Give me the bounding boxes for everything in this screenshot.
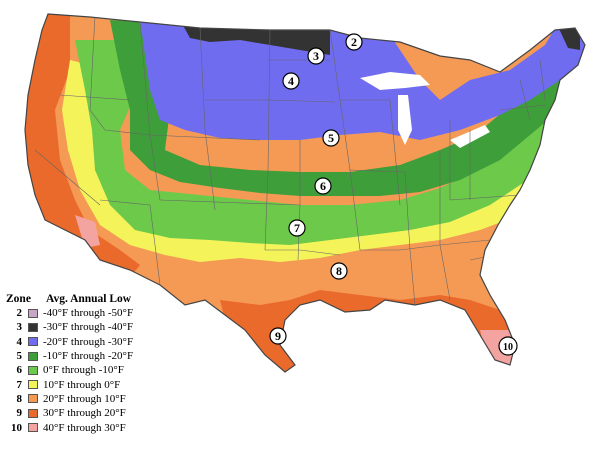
legend-temperature-range: -10°F through -20°F — [43, 350, 134, 363]
zone-labels: 2 3 4 5 6 7 8 9 10 — [269, 33, 518, 356]
svg-text:7: 7 — [294, 221, 300, 235]
legend-color-swatch — [28, 423, 38, 433]
svg-text:8: 8 — [336, 264, 342, 278]
legend-row-zone-8: 8 20°F through 10°F — [6, 392, 133, 406]
map-label-zone-6: 6 — [314, 177, 332, 195]
map-label-zone-4: 4 — [282, 72, 300, 90]
map-label-zone-5: 5 — [322, 129, 340, 147]
legend-zone-number: 8 — [16, 392, 23, 405]
legend-low-header: Avg. Annual Low — [46, 293, 132, 305]
svg-text:3: 3 — [313, 49, 319, 63]
legend-temperature-range: 10°F through 0°F — [43, 378, 121, 391]
legend-temperature-range: -30°F through -40°F — [43, 321, 134, 334]
legend-temperature-range: -20°F through -30°F — [43, 335, 134, 348]
legend-header: Zone Avg. Annual Low — [6, 293, 133, 305]
lake-michigan — [398, 95, 412, 145]
zone-5-fill — [110, 20, 585, 196]
map-label-zone-8: 8 — [330, 262, 348, 280]
legend-row-zone-10: 10 40°F through 30°F — [6, 420, 133, 434]
legend-color-swatch — [28, 380, 38, 390]
zone-legend: Zone Avg. Annual Low 2 -40°F through -50°… — [6, 293, 133, 435]
legend-zone-number: 7 — [16, 378, 23, 391]
map-label-zone-2: 2 — [345, 33, 363, 51]
svg-text:10: 10 — [503, 342, 513, 353]
legend-zone-header: Zone — [6, 293, 31, 305]
legend-zone-number: 10 — [11, 421, 22, 434]
legend-zone-number: 5 — [16, 350, 23, 363]
legend-color-swatch — [28, 308, 38, 318]
legend-color-swatch — [28, 408, 38, 418]
svg-text:6: 6 — [320, 179, 326, 193]
legend-zone-number: 6 — [16, 364, 23, 377]
legend-row-zone-5: 5 -10°F through -20°F — [6, 349, 134, 363]
legend-color-swatch — [28, 365, 38, 375]
legend-row-zone-3: 3 -30°F through -40°F — [6, 320, 134, 334]
state-borders — [34, 14, 546, 306]
legend-rows: 2 -40°F through -50°F 3 -30°F through -40°F… — [6, 306, 133, 435]
map-label-zone-10: 10 — [498, 336, 518, 356]
legend-color-swatch — [28, 394, 38, 404]
legend-temperature-range: -40°F through -50°F — [43, 307, 134, 320]
legend-color-swatch — [28, 322, 38, 332]
legend-row-zone-6: 6 0°F through -10°F — [6, 363, 133, 377]
lake-superior — [360, 72, 430, 90]
legend-color-swatch — [28, 337, 38, 347]
legend-zone-number: 3 — [16, 321, 23, 334]
map-label-zone-9: 9 — [269, 327, 287, 345]
legend-temperature-range: 0°F through -10°F — [43, 364, 124, 377]
legend-row-zone-7: 7 10°F through 0°F — [6, 377, 133, 391]
legend-color-swatch — [28, 351, 38, 361]
svg-text:5: 5 — [328, 131, 334, 145]
legend-temperature-range: 40°F through 30°F — [43, 421, 126, 434]
us-outline — [24, 13, 586, 373]
zone-10-ca-fill — [75, 215, 100, 248]
legend-temperature-range: 30°F through 20°F — [43, 407, 126, 420]
legend-zone-number: 4 — [16, 335, 23, 348]
svg-text:2: 2 — [351, 35, 357, 49]
svg-text:9: 9 — [275, 329, 281, 343]
legend-row-zone-4: 4 -20°F through -30°F — [6, 335, 134, 349]
legend-zone-number: 2 — [16, 307, 23, 320]
legend-temperature-range: 20°F through 10°F — [43, 392, 126, 405]
legend-zone-number: 9 — [16, 407, 23, 420]
legend-row-zone-2: 2 -40°F through -50°F — [6, 306, 134, 320]
map-label-zone-7: 7 — [288, 219, 306, 237]
svg-text:4: 4 — [288, 74, 294, 88]
map-label-zone-3: 3 — [307, 47, 325, 65]
zone-6-fill — [75, 40, 585, 245]
legend-row-zone-9: 9 30°F through 20°F — [6, 406, 133, 420]
